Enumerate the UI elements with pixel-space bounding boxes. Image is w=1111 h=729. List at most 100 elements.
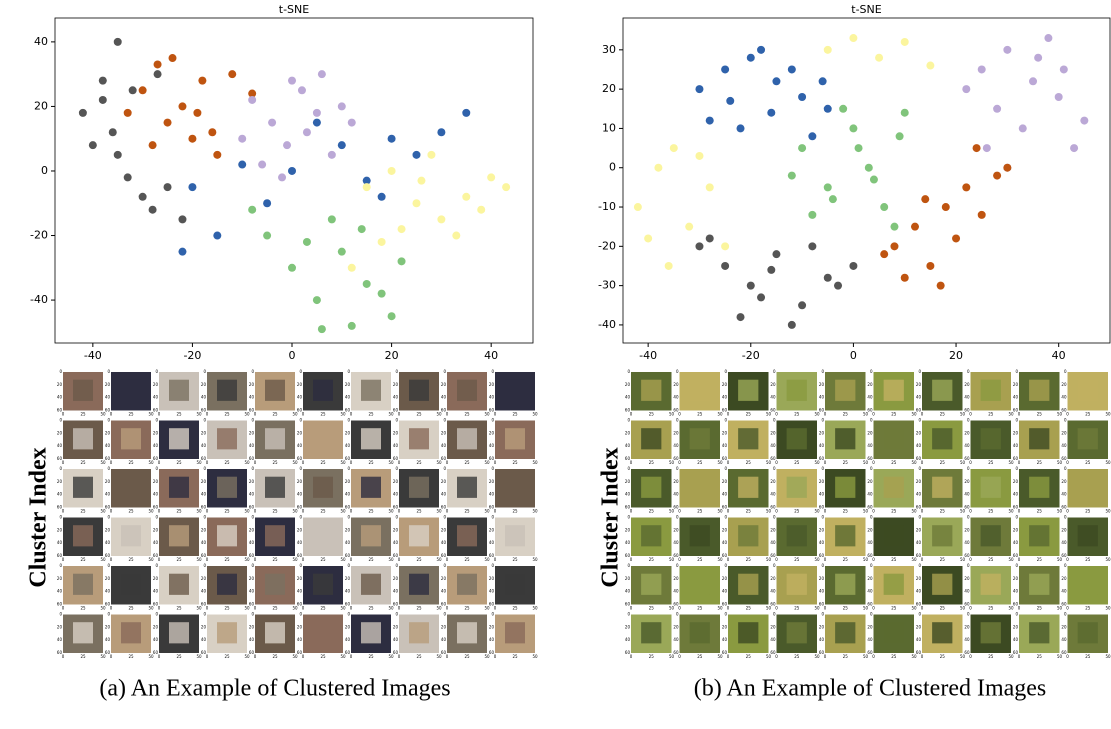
thumb-x-tick: 25 [80,557,86,562]
thumb-y-tick: 60 [722,553,728,558]
thumb-y-tick: 0 [299,563,302,568]
thumbnail-detail [883,573,904,595]
thumb-y-tick: 60 [153,650,159,655]
thumbnail-detail [457,622,477,644]
thumb-y-tick: 0 [870,563,873,568]
thumbnail-detail [217,476,237,498]
thumb-y-tick: 40 [819,637,825,642]
thumb-x-tick: 50 [717,509,723,514]
thumb-y-tick: 40 [819,589,825,594]
thumb-y-tick: 60 [297,456,303,461]
point [362,176,371,185]
thumb-x-tick: 25 [1037,509,1043,514]
thumb-y-tick: 20 [489,479,495,484]
thumb-x-tick: 0 [872,557,875,562]
thumb-x-tick: 50 [814,509,820,514]
point [163,183,172,192]
thumb-x-tick: 25 [272,460,278,465]
thumb-y-tick: 40 [1061,492,1067,497]
thumb-y-tick: 0 [870,369,873,374]
point [108,128,117,137]
thumb-y-tick: 40 [673,540,679,545]
thumbnail-detail [883,476,904,498]
thumb-x-tick: 25 [988,412,994,417]
thumb-x-tick: 25 [128,509,134,514]
thumbnail-detail [1077,379,1098,401]
thumb-y-tick: 20 [297,576,303,581]
thumb-y-tick: 40 [249,492,255,497]
thumbnail-detail [265,622,285,644]
thumb-y-tick: 60 [867,650,873,655]
point [823,45,832,54]
thumb-y-tick: 20 [673,576,679,581]
point [736,313,745,322]
thumbnail-detail [457,379,477,401]
thumb-y-tick: 60 [153,456,159,461]
point [767,108,776,117]
thumb-y-tick: 60 [722,602,728,607]
thumb-x-tick: 50 [484,557,490,562]
thumb-x-tick: 0 [872,412,875,417]
thumb-x-tick: 50 [1008,460,1014,465]
point [312,118,321,127]
point [726,96,735,105]
thumb-x-tick: 50 [669,509,675,514]
thumb-y-tick: 60 [625,602,631,607]
thumb-y-tick: 0 [251,612,254,617]
thumb-y-tick: 40 [916,395,922,400]
thumb-y-tick: 60 [249,553,255,558]
thumb-y-tick: 40 [867,443,873,448]
thumb-x-tick: 50 [717,654,723,659]
thumbnail-detail [689,573,710,595]
thumbnail-detail [1077,428,1098,450]
thumb-y-tick: 40 [297,589,303,594]
thumb-y-tick: 0 [1015,466,1018,471]
y-tick-label: 30 [602,43,616,56]
thumbnail-detail [169,379,189,401]
thumb-x-tick: 50 [717,606,723,611]
thumb-y-tick: 0 [203,563,206,568]
thumbnail-detail [786,622,807,644]
thumb-y-tick: 20 [393,479,399,484]
point [178,215,187,224]
thumb-x-tick: 0 [494,654,497,659]
thumbnail-detail [73,476,93,498]
thumb-y-tick: 60 [489,650,495,655]
point [397,257,406,266]
thumb-y-tick: 20 [489,576,495,581]
point [258,160,267,169]
thumb-y-tick: 40 [916,637,922,642]
point [188,183,197,192]
thumbnail-detail [1077,525,1098,547]
point [477,205,486,214]
thumb-x-tick: 25 [272,557,278,562]
thumb-y-tick: 60 [673,602,679,607]
thumb-x-tick: 50 [148,557,154,562]
thumb-y-tick: 40 [673,395,679,400]
point [238,134,247,143]
point [926,261,935,270]
thumb-x-tick: 50 [766,654,772,659]
thumb-y-tick: 60 [819,650,825,655]
thumb-x-tick: 25 [1085,557,1091,562]
thumbnail-detail [883,525,904,547]
thumb-x-tick: 0 [872,654,875,659]
thumb-y-tick: 60 [1061,408,1067,413]
thumb-x-tick: 25 [697,412,703,417]
thumb-x-tick: 50 [911,654,917,659]
thumb-y-tick: 20 [441,382,447,387]
thumb-y-tick: 40 [441,540,447,545]
thumb-y-tick: 20 [625,624,631,629]
thumbnail-detail [409,573,429,595]
thumbnail-detail [409,622,429,644]
thumb-x-tick: 25 [1085,654,1091,659]
thumb-y-tick: 0 [491,563,494,568]
thumb-x-tick: 50 [484,606,490,611]
thumb-x-tick: 50 [1105,460,1111,465]
thumbnail-detail [217,573,237,595]
thumb-y-tick: 0 [203,612,206,617]
thumb-y-tick: 60 [201,553,207,558]
thumb-y-tick: 40 [345,395,351,400]
thumb-y-tick: 60 [345,456,351,461]
point [138,86,147,95]
